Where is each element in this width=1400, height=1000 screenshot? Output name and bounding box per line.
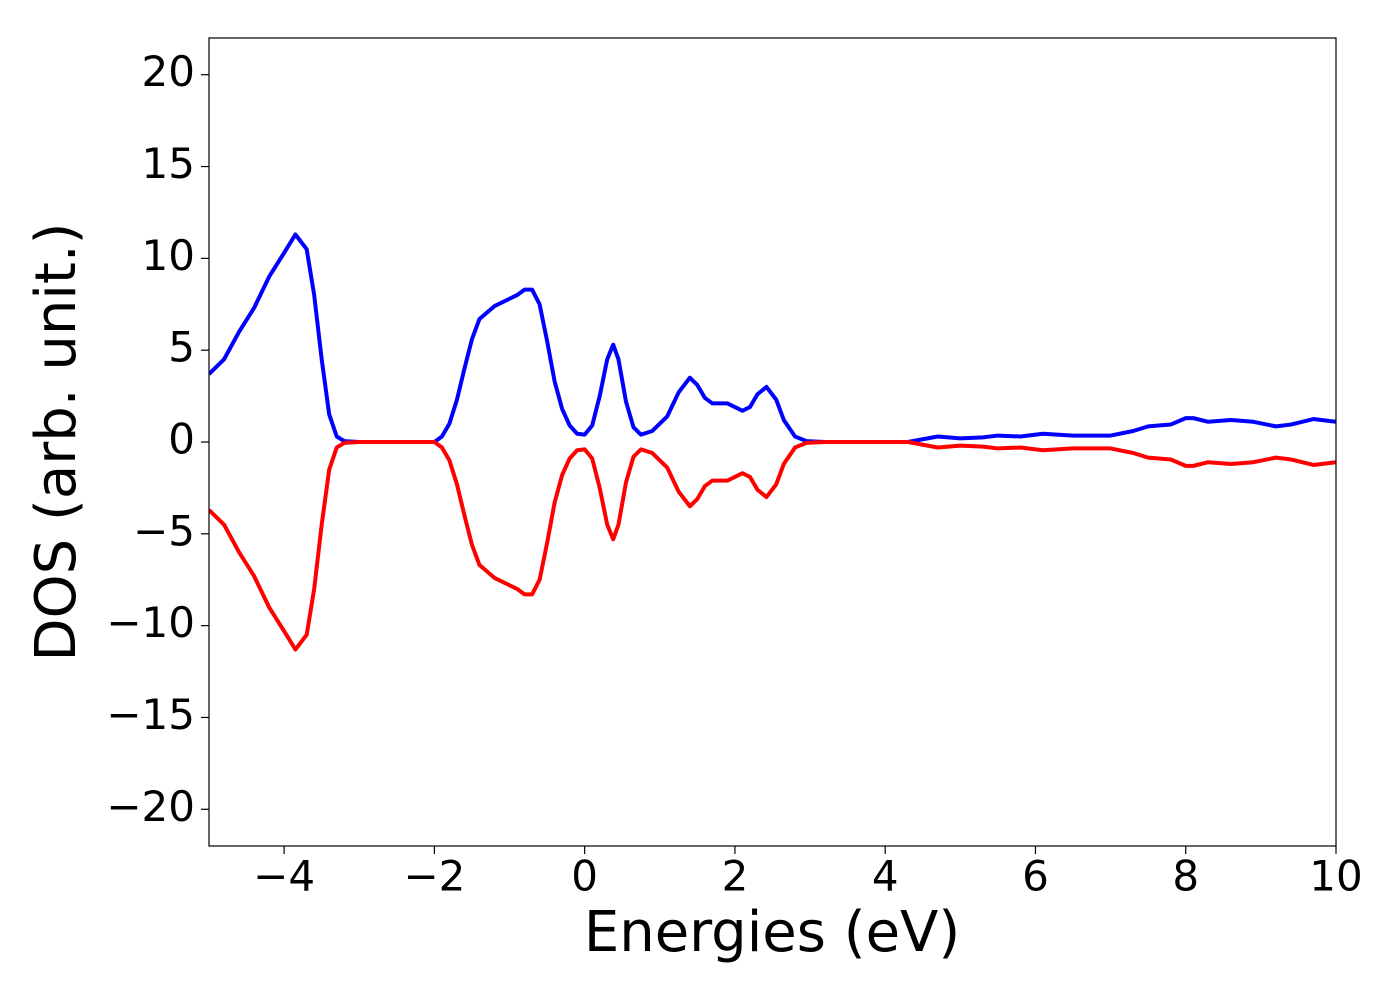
x-axis-label: Energies (eV): [584, 900, 960, 965]
x-tick-label: 2: [722, 852, 749, 901]
x-tick-label: −4: [253, 852, 315, 901]
x-tick-label: −2: [403, 852, 465, 901]
x-tick-label: 0: [571, 852, 598, 901]
y-tick-label: 20: [142, 47, 195, 96]
y-tick-label: 10: [142, 231, 195, 280]
y-tick-label: 5: [168, 323, 195, 372]
y-tick-label: 0: [168, 415, 195, 464]
y-tick-label: −20: [106, 782, 195, 831]
y-axis-label: DOS (arb. unit.): [24, 222, 89, 661]
y-tick-label: −15: [106, 690, 195, 739]
y-tick-label: 15: [142, 139, 195, 188]
dos-line: [209, 232, 1336, 444]
x-tick-label: 8: [1172, 852, 1199, 901]
y-tick-label: −5: [133, 506, 195, 555]
x-tick-label: 6: [1022, 852, 1049, 901]
dos-line: [209, 440, 1336, 652]
x-tick-label: 4: [872, 852, 899, 901]
x-tick-label: 10: [1309, 852, 1362, 901]
y-tick-label: −10: [106, 598, 195, 647]
